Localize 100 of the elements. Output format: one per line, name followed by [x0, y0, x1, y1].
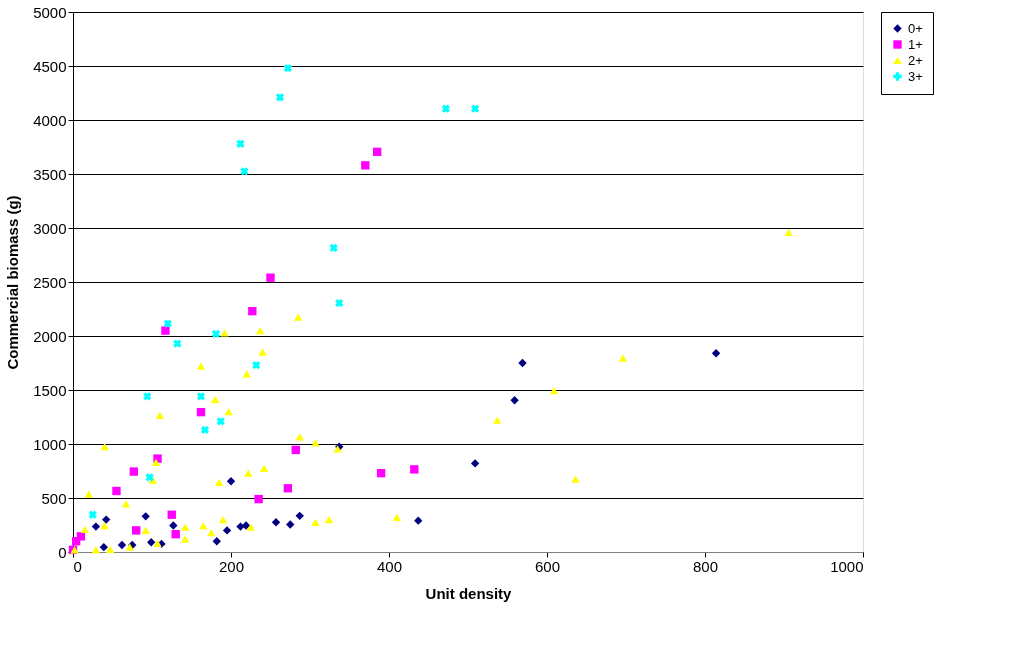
point: [361, 161, 370, 170]
point: [571, 475, 580, 483]
point: [129, 467, 139, 476]
point: [414, 516, 423, 525]
point: [224, 407, 233, 416]
point: [100, 443, 109, 451]
point: [549, 386, 559, 395]
y-tick-label: 5000: [33, 3, 67, 21]
point: [311, 518, 320, 526]
point: [256, 326, 265, 335]
point: [196, 362, 206, 370]
point: [291, 445, 300, 455]
point: [260, 464, 269, 472]
y-tick-label: 4000: [33, 111, 67, 129]
point: [117, 540, 127, 550]
point: [200, 425, 210, 435]
point: [271, 518, 281, 527]
point: [283, 64, 293, 73]
point: [784, 228, 793, 236]
point: [173, 339, 182, 348]
point: [181, 535, 190, 543]
point: [283, 484, 293, 493]
point: [218, 515, 228, 524]
y-tick-label: 4500: [33, 57, 67, 75]
y-tick-label: 2000: [33, 327, 67, 345]
point: [141, 512, 150, 521]
point: [220, 329, 229, 337]
point: [91, 522, 101, 531]
point: [311, 439, 320, 447]
point: [236, 522, 245, 531]
point: [141, 526, 150, 535]
y-tick-label: 0: [58, 543, 67, 561]
point: [196, 407, 206, 417]
y-axis-title: Commercial biomass (g): [4, 195, 22, 370]
point: [121, 500, 131, 508]
point: [510, 396, 519, 405]
point: [199, 521, 208, 530]
point: [91, 546, 101, 554]
point: [258, 348, 267, 356]
y-tick-label: 1500: [33, 381, 67, 399]
point: [392, 513, 402, 522]
point: [169, 521, 178, 530]
y-tick-label: 2500: [33, 273, 67, 291]
x-tick-label: 200: [218, 557, 245, 575]
point: [207, 528, 216, 537]
point: [143, 392, 152, 401]
point: [266, 273, 275, 282]
point: [329, 243, 338, 253]
point: [151, 458, 161, 466]
point: [242, 370, 251, 378]
point: [275, 93, 285, 102]
point: [470, 459, 480, 468]
point: [155, 411, 165, 419]
point: [102, 515, 111, 524]
point: [335, 298, 344, 308]
x-axis-title: Unit density: [425, 584, 513, 602]
point: [153, 539, 162, 547]
point: [222, 526, 232, 535]
point: [410, 465, 419, 474]
point: [88, 510, 97, 519]
point: [132, 526, 141, 535]
point: [244, 469, 253, 477]
x-tick-label: 0: [73, 557, 82, 575]
point: [211, 329, 221, 338]
point: [248, 306, 257, 316]
point: [376, 468, 386, 478]
point: [518, 358, 527, 368]
y-tick-label: 3000: [33, 219, 67, 237]
point: [295, 433, 304, 441]
point: [241, 521, 251, 530]
point: [470, 104, 480, 113]
legend-label: 0+: [908, 20, 923, 36]
point: [211, 396, 220, 404]
y-tick-label: 3500: [33, 165, 67, 183]
x-tick-label: 400: [376, 557, 403, 575]
point: [295, 511, 304, 520]
point: [147, 538, 156, 547]
point: [71, 537, 81, 546]
point: [163, 319, 172, 328]
point: [286, 520, 295, 529]
legend-label: 2+: [908, 52, 923, 68]
point: [212, 537, 221, 546]
point: [99, 542, 108, 552]
legend-label: 3+: [908, 68, 923, 84]
point: [161, 326, 170, 335]
point: [100, 521, 109, 530]
y-tick-label: 500: [41, 489, 67, 507]
point: [216, 417, 225, 426]
legend-label: 1+: [908, 36, 923, 52]
point: [618, 354, 628, 362]
point: [254, 494, 263, 504]
point: [84, 490, 93, 498]
x-tick-label: 800: [692, 557, 719, 575]
point: [246, 523, 255, 531]
point: [167, 510, 176, 519]
point: [711, 349, 721, 358]
point: [252, 361, 261, 370]
point: [181, 523, 190, 531]
point: [240, 167, 249, 176]
point: [171, 530, 180, 539]
